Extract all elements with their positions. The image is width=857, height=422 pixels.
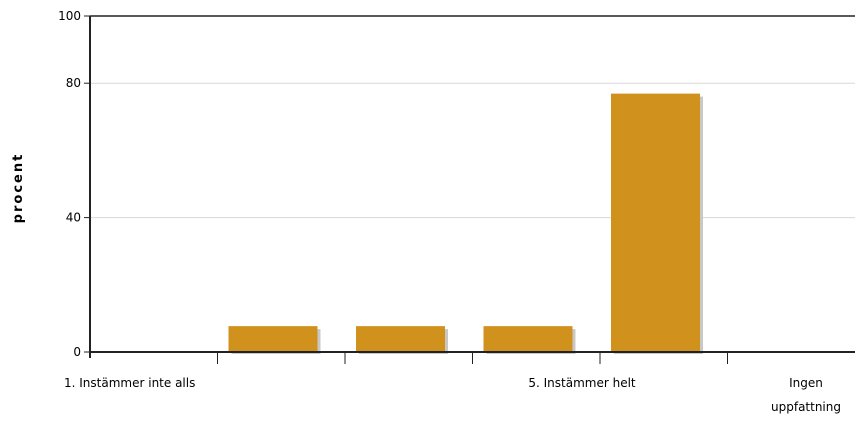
x-category-label: Ingen bbox=[789, 376, 823, 390]
label-layer: 0 40 80 100 1. Instämmer inte alls 5. Instämm… bbox=[58, 9, 841, 414]
x-category-label: 5. Instämmer helt bbox=[528, 376, 636, 390]
y-tick-label: 80 bbox=[66, 76, 81, 90]
bar-layer bbox=[101, 93, 831, 354]
y-tick-label: 40 bbox=[66, 211, 81, 225]
y-axis-title: procent bbox=[11, 153, 26, 224]
bar bbox=[228, 326, 318, 352]
bar bbox=[611, 93, 700, 352]
x-category-label-line2: uppfattning bbox=[771, 400, 841, 414]
y-tick-label: 100 bbox=[58, 9, 81, 23]
grid-layer bbox=[90, 15, 855, 219]
axis-layer bbox=[84, 15, 855, 364]
x-category-label: 1. Instämmer inte alls bbox=[64, 376, 195, 390]
y-tick-label: 0 bbox=[73, 345, 81, 359]
bar bbox=[483, 326, 573, 352]
bar bbox=[356, 326, 445, 352]
